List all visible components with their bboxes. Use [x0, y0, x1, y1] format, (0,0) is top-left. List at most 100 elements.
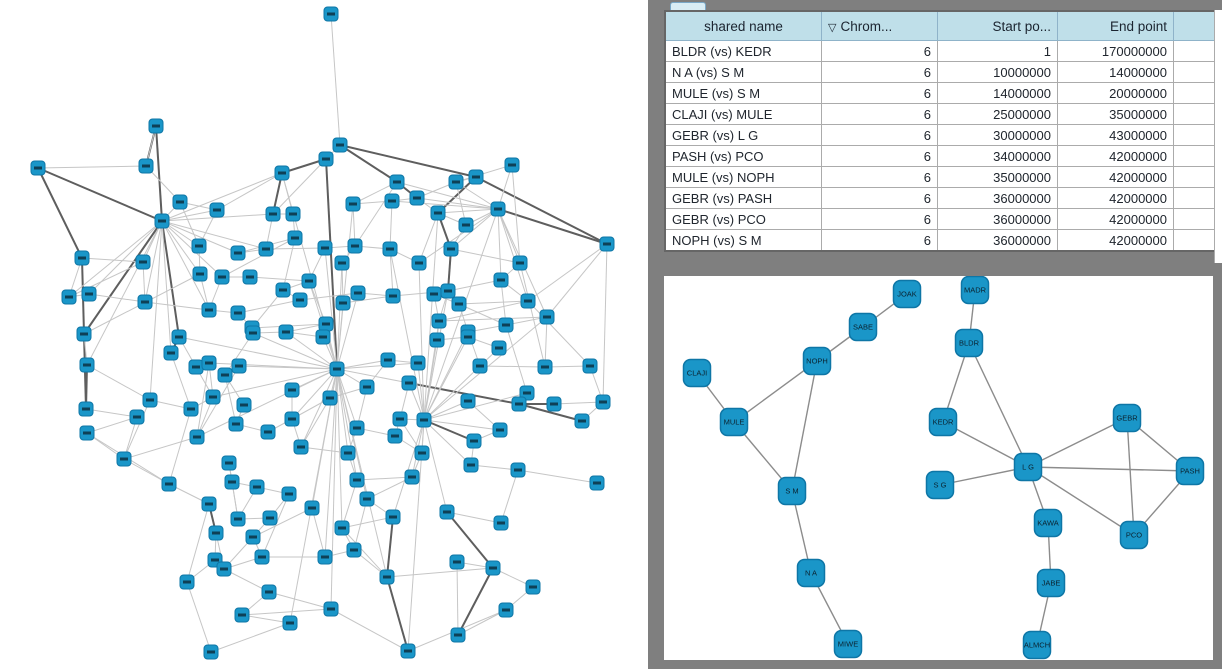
table-cell[interactable]: 5.9 [1173, 103, 1222, 125]
table-row[interactable]: NOPH (vs) S M636000000420000009.9 [664, 229, 1222, 252]
table-cell[interactable]: 11.4 [1173, 145, 1222, 167]
table-row[interactable]: CLAJI (vs) MULE625000000350000005.9 [664, 103, 1222, 125]
table-cell[interactable]: 25000000 [937, 103, 1058, 125]
table-scrollbar-gutter[interactable] [1214, 10, 1222, 263]
table-cell[interactable]: 1 [937, 40, 1058, 62]
table-cell[interactable]: GEBR (vs) PASH [664, 187, 822, 209]
table-row[interactable]: GEBR (vs) L G6300000004300000016.9 [664, 124, 1222, 146]
table-cell[interactable]: 16.9 [1173, 124, 1222, 146]
table-tab[interactable] [670, 2, 706, 10]
table-cell[interactable]: 14000000 [1057, 61, 1174, 83]
table-cell[interactable]: 10.5 [1173, 166, 1222, 188]
table-cell[interactable]: 35000000 [937, 166, 1058, 188]
table-cell[interactable]: 36000000 [937, 208, 1058, 230]
column-header-shared-name[interactable]: shared name [664, 11, 822, 41]
network-node[interactable] [1022, 630, 1052, 660]
table-row[interactable]: GEBR (vs) PCO636000000420000008.4 [664, 208, 1222, 230]
table-cell[interactable]: 8.4 [1173, 208, 1222, 230]
network-node[interactable] [1119, 520, 1149, 550]
node-label-smudge [192, 365, 200, 369]
network-node[interactable] [954, 328, 984, 358]
network-node[interactable] [1036, 568, 1066, 598]
table-cell[interactable]: 6 [821, 229, 938, 252]
table-cell[interactable]: N A (vs) S M [664, 61, 822, 83]
table-cell[interactable]: CLAJI (vs) MULE [664, 103, 822, 125]
table-cell[interactable]: GEBR (vs) L G [664, 124, 822, 146]
network-node[interactable] [925, 470, 955, 500]
network-node[interactable] [1175, 456, 1205, 486]
network-node[interactable] [796, 558, 826, 588]
network-node[interactable] [777, 476, 807, 506]
network-edge[interactable] [791, 360, 818, 492]
network-edge[interactable] [1027, 466, 1135, 536]
table-cell[interactable]: 10000000 [937, 61, 1058, 83]
table-cell[interactable]: 42000000 [1057, 187, 1174, 209]
filtered-network-canvas[interactable]: JOAK SABE NOPH CLAJI MULE S M N A MIWE MADR BLDR K… [664, 276, 1213, 660]
table-row[interactable]: MULE (vs) NOPH6350000004200000010.5 [664, 166, 1222, 188]
table-cell[interactable]: PASH (vs) PCO [664, 145, 822, 167]
table-cell[interactable]: 192.0 [1173, 40, 1222, 62]
network-edge[interactable] [1027, 417, 1128, 468]
table-cell[interactable]: 6.6 [1173, 61, 1222, 83]
table-cell[interactable]: 34000000 [937, 145, 1058, 167]
table-row[interactable]: PASH (vs) PCO6340000004200000011.4 [664, 145, 1222, 167]
network-edge[interactable] [733, 360, 818, 423]
network-edge[interactable] [968, 342, 1029, 468]
table-cell[interactable]: 42000000 [1057, 229, 1174, 252]
network-edge [186, 503, 210, 583]
table-cell[interactable]: 6 [821, 124, 938, 146]
network-node[interactable] [960, 276, 990, 305]
column-header-chrom---[interactable]: ▽ Chrom... [821, 11, 938, 41]
table-cell[interactable]: 42000000 [1057, 145, 1174, 167]
filter-icon[interactable]: ▽ [828, 21, 837, 34]
table-cell[interactable]: 35000000 [1057, 103, 1174, 125]
table-cell[interactable]: 6 [821, 208, 938, 230]
table-row[interactable]: GEBR (vs) PASH636000000420000008.9 [664, 187, 1222, 209]
node-label: MADR [964, 286, 987, 295]
table-cell[interactable]: 43000000 [1057, 124, 1174, 146]
network-edge[interactable] [939, 466, 1029, 486]
table-row[interactable]: BLDR (vs) KEDR61170000000192.0 [664, 40, 1222, 62]
column-header-start-po---[interactable]: Start po... [937, 11, 1058, 41]
network-node[interactable] [682, 358, 712, 388]
table-cell[interactable]: 170000000 [1057, 40, 1174, 62]
network-node[interactable] [1013, 452, 1043, 482]
table-cell[interactable]: 14000000 [937, 82, 1058, 104]
table-cell[interactable]: NOPH (vs) S M [664, 229, 822, 252]
table-row[interactable]: N A (vs) S M610000000140000006.6 [664, 61, 1222, 83]
table-cell[interactable]: 20000000 [1057, 82, 1174, 104]
table-cell[interactable]: MULE (vs) S M [664, 82, 822, 104]
table-cell[interactable]: 9.9 [1173, 229, 1222, 252]
table-cell[interactable]: 42000000 [1057, 166, 1174, 188]
table-cell[interactable]: 30000000 [937, 124, 1058, 146]
table-cell[interactable]: 7.5 [1173, 82, 1222, 104]
table-cell[interactable]: 6 [821, 187, 938, 209]
table-cell[interactable]: 8.9 [1173, 187, 1222, 209]
network-node[interactable] [892, 279, 922, 309]
table-cell[interactable]: BLDR (vs) KEDR [664, 40, 822, 62]
table-cell[interactable]: 6 [821, 166, 938, 188]
network-node[interactable] [833, 629, 863, 659]
network-node[interactable] [1112, 403, 1142, 433]
table-cell[interactable]: 36000000 [937, 229, 1058, 252]
column-header-genetic---[interactable]: Genetic... [1173, 11, 1222, 41]
table-cell[interactable]: 42000000 [1057, 208, 1174, 230]
table-cell[interactable]: 6 [821, 82, 938, 104]
main-network-canvas[interactable] [0, 0, 648, 669]
table-cell[interactable]: 6 [821, 61, 938, 83]
network-edge[interactable] [1027, 466, 1191, 472]
table-cell[interactable]: 6 [821, 145, 938, 167]
network-node[interactable] [1033, 508, 1063, 538]
table-cell[interactable]: MULE (vs) NOPH [664, 166, 822, 188]
table-row[interactable]: MULE (vs) S M614000000200000007.5 [664, 82, 1222, 104]
table-cell[interactable]: 36000000 [937, 187, 1058, 209]
table-cell[interactable]: GEBR (vs) PCO [664, 208, 822, 230]
network-node[interactable] [848, 312, 878, 342]
network-node[interactable] [719, 407, 749, 437]
network-node[interactable] [928, 407, 958, 437]
table-cell[interactable]: 6 [821, 103, 938, 125]
network-edge[interactable] [1126, 417, 1135, 536]
network-node[interactable] [802, 346, 832, 376]
column-header-end-point[interactable]: End point [1057, 11, 1174, 41]
table-cell[interactable]: 6 [821, 40, 938, 62]
